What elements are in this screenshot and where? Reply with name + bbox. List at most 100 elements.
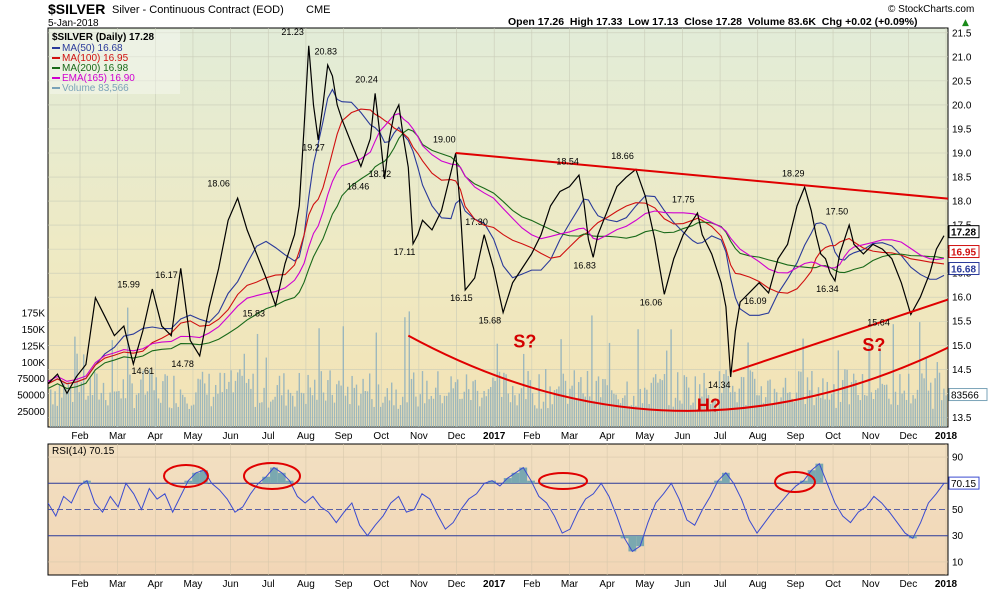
peak-label: 18.29 (782, 169, 805, 179)
rsi-overbought-fill (714, 480, 722, 484)
volume-bar (795, 392, 798, 427)
x-tick-label: 2018 (935, 431, 958, 442)
rsi-line (48, 462, 945, 553)
volume-bar (245, 382, 248, 427)
volume-bar (828, 399, 831, 427)
volume-bar (525, 399, 527, 427)
volume-bar (472, 381, 474, 427)
volume-bar (454, 382, 457, 427)
volume-bar (241, 375, 243, 427)
volume-bar (91, 394, 94, 427)
header-exchange: CME (306, 4, 330, 16)
volume-bar (710, 404, 712, 427)
volume-bar (131, 383, 133, 427)
volume-bar (307, 374, 309, 427)
volume-bar (263, 387, 265, 427)
volume-bar (562, 373, 564, 427)
volume-bar (536, 408, 538, 427)
value-tag-label: 16.68 (951, 265, 976, 276)
peak-label: 15.64 (867, 318, 890, 328)
volume-bar (287, 389, 289, 427)
volume-bar (765, 397, 767, 427)
peak-label: 17.11 (394, 247, 416, 257)
x-tick-label: Mar (561, 431, 579, 442)
volume-bar (366, 391, 369, 427)
volume-bar (270, 401, 272, 427)
volume-bar (835, 407, 837, 427)
peak-label: 15.99 (117, 280, 140, 290)
volume-bar (184, 397, 186, 427)
volume-bar (441, 403, 443, 427)
volume-bar (586, 371, 589, 427)
volume-bar (166, 375, 168, 427)
volume-bar (727, 375, 729, 427)
rsi-overbought-fill (199, 470, 208, 484)
x-tick-label: Aug (297, 579, 315, 590)
volume-bar (437, 371, 439, 427)
volume-bar (413, 372, 415, 427)
volume-bar (619, 403, 622, 427)
volume-bar (692, 402, 694, 427)
volume-bar (529, 380, 531, 427)
price-tick-label: 15.5 (952, 317, 972, 328)
x-tick-label: Jun (223, 579, 239, 590)
price-tick-label: 18.0 (952, 197, 972, 208)
peak-label: 17.30 (465, 217, 488, 227)
price-line (48, 45, 945, 395)
rsi-series (48, 462, 945, 553)
volume-bar (448, 392, 450, 427)
volume-bar (303, 393, 305, 427)
volume-bar (111, 340, 113, 427)
volume-bar (415, 396, 417, 427)
volume-bar (659, 378, 661, 427)
rsi-oversold-fill (636, 535, 645, 547)
volume-bar (124, 398, 127, 427)
x-tick-label: Dec (899, 579, 917, 590)
volume-bar (881, 383, 883, 427)
volume-bar (802, 338, 804, 427)
volume-bar (52, 404, 54, 427)
volume-bar (179, 389, 182, 427)
rsi-overbought-fill (277, 472, 286, 484)
volume-bar (888, 398, 890, 427)
volume-bar (584, 396, 586, 427)
volume-bar (193, 404, 195, 427)
volume-bar (384, 396, 386, 427)
volume-bar (820, 397, 822, 427)
volume-bar (116, 391, 118, 427)
support-trendline (732, 298, 948, 373)
volume-bar (298, 372, 300, 427)
rsi-overbought-fill (799, 480, 808, 484)
volume-bar (751, 371, 754, 427)
volume-bar (771, 403, 773, 427)
volume-bar (663, 374, 666, 427)
volume-bar (725, 369, 727, 427)
volume-bar (294, 406, 296, 427)
rsi-highlight-ellipse (538, 472, 588, 490)
rsi-overbought-fill (519, 467, 528, 484)
volume-bar (210, 406, 212, 427)
volume-bar (195, 392, 197, 427)
x-tick-label: Apr (599, 579, 615, 590)
volume-bar (61, 397, 63, 427)
volume-bar (824, 399, 826, 427)
peak-label: 15.83 (242, 308, 265, 318)
volume-bar (806, 377, 809, 427)
rsi-gridlines (48, 444, 948, 575)
volume-bar (133, 408, 135, 427)
volume-bar (908, 373, 910, 427)
volume-bar (859, 400, 861, 427)
volume-bar (89, 378, 91, 427)
volume-bar (622, 397, 624, 427)
volume-bar (285, 405, 287, 427)
volume-bar (833, 384, 835, 427)
volume-bar (930, 382, 932, 427)
volume-bar (626, 381, 628, 427)
volume-bar (890, 404, 892, 427)
volume-bar (666, 350, 668, 427)
volume-bar (523, 353, 525, 427)
volume-bar (327, 380, 329, 427)
volume-bar (723, 374, 725, 427)
volume-bar (215, 384, 217, 427)
volume-bar (435, 387, 437, 427)
